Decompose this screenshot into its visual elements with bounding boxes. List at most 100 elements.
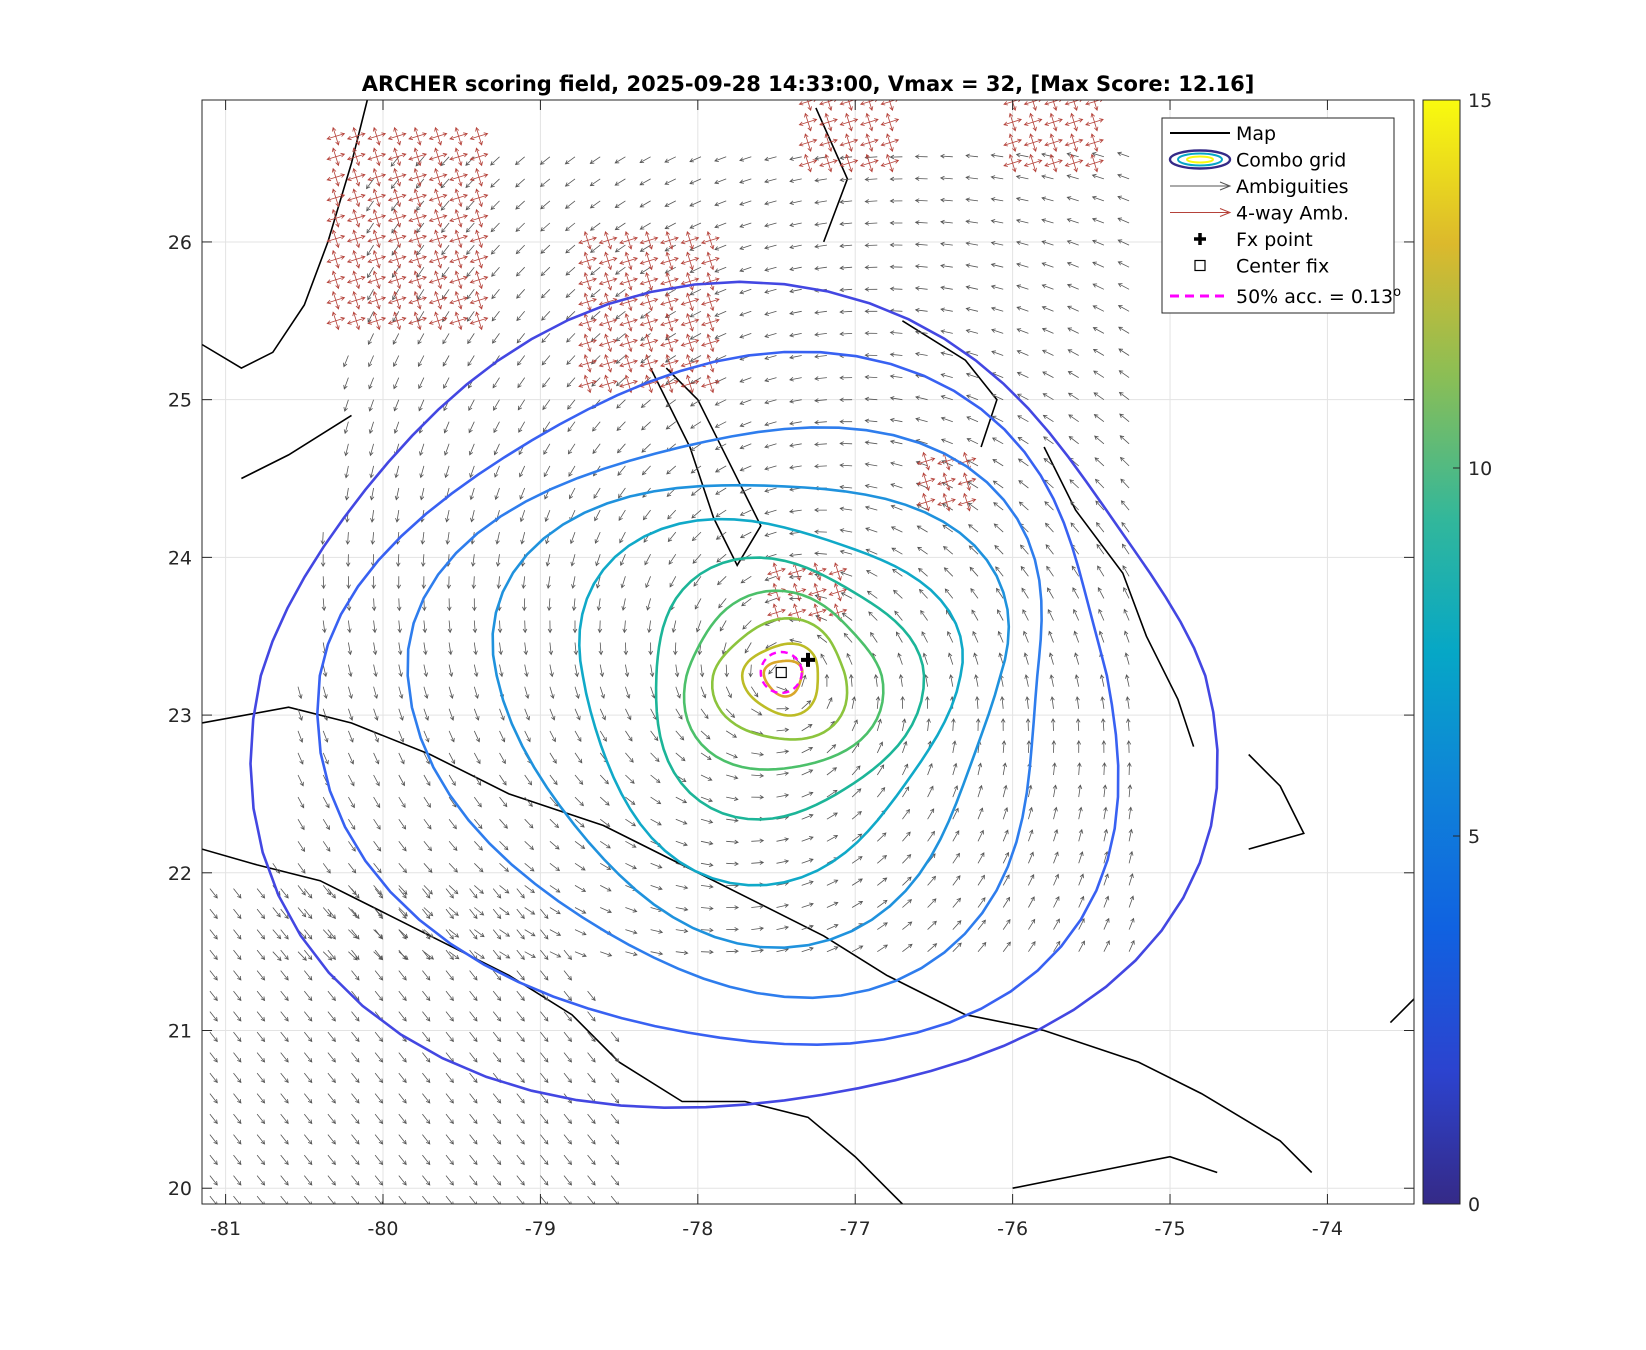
wind-arrow xyxy=(437,132,448,137)
wind-arrow xyxy=(434,229,439,239)
wind-arrow xyxy=(458,214,468,219)
wind-arrow xyxy=(396,320,401,331)
wind-arrow xyxy=(764,266,777,272)
wind-arrow xyxy=(1016,393,1029,401)
wind-arrow xyxy=(418,377,425,390)
wind-arrow xyxy=(469,888,478,899)
wind-arrow xyxy=(828,142,833,153)
wind-arrow xyxy=(369,443,374,457)
wind-arrow xyxy=(469,1093,478,1104)
wind-arrow xyxy=(977,852,985,864)
wind-arrow xyxy=(966,457,977,462)
wind-arrow xyxy=(1042,371,1054,378)
wind-arrow xyxy=(689,322,694,332)
wind-arrow xyxy=(417,218,422,228)
wind-arrow xyxy=(1041,218,1054,224)
wind-arrow xyxy=(499,863,510,872)
wind-arrow xyxy=(492,908,502,920)
wind-arrow xyxy=(587,240,592,250)
wind-arrow xyxy=(877,854,888,864)
wind-arrow xyxy=(1074,674,1080,687)
wind-arrow xyxy=(607,260,612,271)
wind-arrow xyxy=(826,835,839,842)
wind-arrow xyxy=(1019,544,1029,555)
wind-arrow xyxy=(448,752,456,765)
wind-arrow xyxy=(764,531,777,537)
wind-arrow xyxy=(413,229,419,239)
wind-arrow xyxy=(376,173,387,178)
wind-arrow xyxy=(942,524,954,533)
wind-arrow xyxy=(458,132,468,137)
wind-arrow xyxy=(801,747,814,754)
wind-arrow xyxy=(1043,436,1054,445)
wind-arrow xyxy=(927,830,935,842)
wind-arrow xyxy=(387,135,398,141)
y-tick-label: 20 xyxy=(168,1178,192,1200)
wind-arrow xyxy=(422,1031,431,1043)
wind-arrow xyxy=(607,380,618,385)
wind-arrow xyxy=(542,377,551,388)
wind-arrow xyxy=(726,949,739,954)
wind-arrow xyxy=(807,118,818,123)
wind-arrow xyxy=(669,298,679,303)
wind-arrow xyxy=(789,222,802,228)
wind-arrow xyxy=(516,1031,525,1043)
wind-arrow xyxy=(648,339,659,344)
wind-arrow xyxy=(965,328,979,334)
wind-arrow xyxy=(437,279,442,290)
wind-arrow xyxy=(1028,851,1034,864)
wind-arrow xyxy=(625,708,632,721)
wind-arrow xyxy=(348,818,356,830)
wind-arrow xyxy=(351,1134,360,1145)
wind-arrow xyxy=(714,465,727,473)
wind-arrow xyxy=(1067,349,1079,356)
wind-arrow xyxy=(926,718,931,731)
wind-arrow xyxy=(478,300,483,310)
y-tick-label: 21 xyxy=(168,1021,192,1043)
wind-arrow xyxy=(374,949,384,961)
wind-arrow xyxy=(1068,435,1079,445)
wind-arrow xyxy=(1053,138,1063,144)
wind-arrow xyxy=(549,708,556,721)
wind-arrow xyxy=(572,620,578,634)
wind-arrow xyxy=(297,907,307,918)
wind-arrow xyxy=(1028,829,1034,842)
wind-arrow xyxy=(327,1011,336,1022)
wind-arrow xyxy=(1118,370,1130,378)
wind-arrow xyxy=(1012,162,1017,173)
wind-arrow xyxy=(648,240,653,250)
wind-arrow xyxy=(1078,873,1084,886)
wind-arrow xyxy=(434,188,439,198)
wind-arrow xyxy=(574,708,581,721)
wind-arrow xyxy=(865,133,870,143)
wind-arrow xyxy=(396,177,401,187)
wind-arrow xyxy=(516,1175,525,1186)
wind-arrow xyxy=(922,492,927,503)
wind-arrow xyxy=(952,920,962,930)
wind-arrow xyxy=(615,288,626,297)
wind-arrow xyxy=(352,270,357,280)
wind-arrow xyxy=(549,730,556,743)
x-tick-label: -77 xyxy=(840,1218,871,1240)
wind-arrow xyxy=(366,244,374,257)
wind-arrow xyxy=(574,951,587,958)
wind-arrow xyxy=(475,290,480,301)
wind-arrow xyxy=(473,752,481,765)
wind-arrow xyxy=(437,296,448,301)
wind-arrow xyxy=(516,1072,525,1084)
wind-arrow xyxy=(445,970,454,981)
wind-arrow xyxy=(1016,328,1029,334)
wind-arrow xyxy=(625,862,637,870)
wind-arrow xyxy=(1028,918,1036,930)
wind-arrow xyxy=(465,222,475,233)
wind-arrow xyxy=(398,1052,407,1063)
wind-arrow xyxy=(1117,261,1130,268)
wind-arrow xyxy=(454,311,460,321)
wind-arrow xyxy=(814,464,827,469)
wind-arrow xyxy=(421,554,426,568)
wind-arrow xyxy=(356,132,366,137)
wind-arrow xyxy=(437,300,442,310)
wind-arrow xyxy=(564,156,576,165)
wind-arrow xyxy=(428,238,439,243)
wind-arrow xyxy=(563,1072,573,1084)
